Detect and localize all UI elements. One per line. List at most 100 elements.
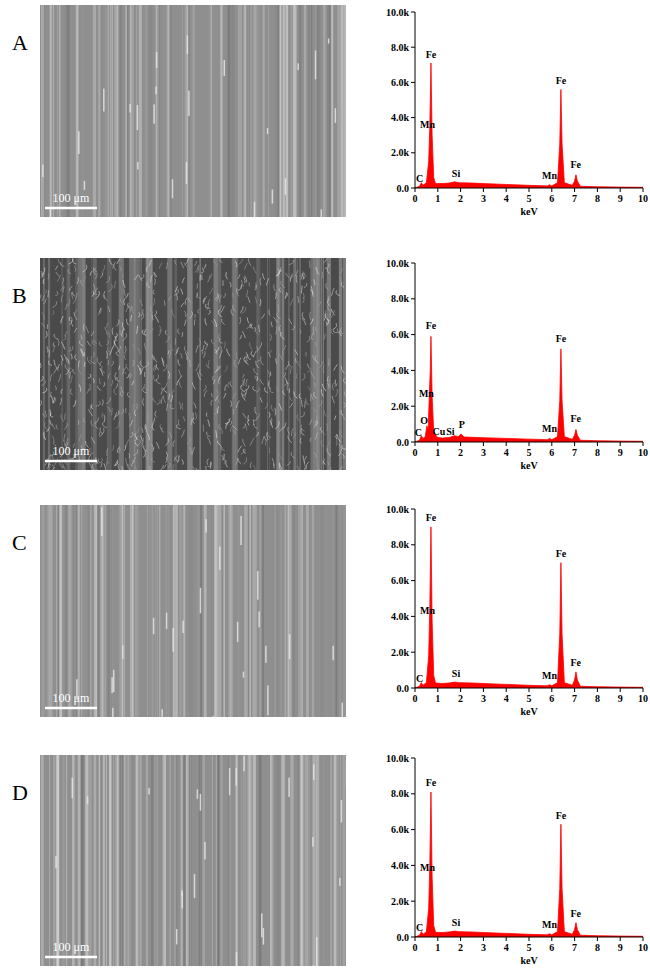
sem-stripe bbox=[327, 258, 331, 470]
sem-grain bbox=[69, 317, 71, 322]
y-axis bbox=[415, 12, 416, 188]
sem-grain bbox=[154, 278, 156, 284]
sem-grain bbox=[296, 275, 298, 283]
peak-label: Mn bbox=[420, 605, 435, 616]
sem-stripe bbox=[340, 755, 341, 966]
y-axis bbox=[415, 758, 416, 937]
sem-stripe bbox=[187, 258, 192, 470]
sem-grain bbox=[208, 420, 210, 427]
sem-stripe bbox=[254, 5, 256, 217]
sem-grain bbox=[254, 424, 258, 428]
sem-stripe bbox=[276, 755, 279, 966]
sem-grain bbox=[68, 258, 72, 264]
sem-stripe bbox=[155, 5, 156, 217]
sem-grain bbox=[93, 290, 97, 294]
sem-grain bbox=[290, 275, 292, 282]
sem-grain bbox=[214, 409, 217, 415]
sem-grain bbox=[52, 423, 55, 429]
sem-grain bbox=[319, 430, 322, 434]
sem-grain bbox=[219, 376, 221, 381]
sem-feature bbox=[237, 622, 239, 642]
sem-grain bbox=[192, 418, 195, 423]
sem-grain bbox=[168, 463, 171, 468]
sem-grain bbox=[253, 386, 257, 391]
sem-stripe bbox=[112, 5, 113, 217]
y-tick-label: 4.0k bbox=[391, 112, 410, 123]
x-tick-label: 0 bbox=[413, 942, 418, 953]
sem-grain bbox=[278, 304, 280, 312]
sem-grain bbox=[230, 421, 232, 425]
sem-feature bbox=[129, 104, 131, 112]
y-tick-label: 0.0 bbox=[397, 437, 410, 448]
sem-grain bbox=[204, 264, 206, 268]
sem-grain bbox=[103, 382, 105, 386]
sem-grain bbox=[73, 298, 76, 304]
sem-grain bbox=[170, 344, 173, 350]
sem-grain bbox=[224, 366, 227, 372]
sem-stripe bbox=[168, 755, 171, 966]
sem-feature bbox=[186, 162, 188, 184]
sem-grain bbox=[100, 368, 103, 375]
sem-grain bbox=[40, 273, 42, 278]
sem-stripe bbox=[76, 5, 78, 217]
sem-grain bbox=[250, 462, 252, 468]
spectrum bbox=[415, 336, 643, 442]
sem-grain bbox=[304, 462, 307, 469]
sem-stripe bbox=[291, 5, 292, 217]
sem-stripe bbox=[174, 505, 177, 717]
sem-grain bbox=[127, 392, 130, 397]
sem-grain bbox=[173, 440, 175, 446]
sem-grain bbox=[246, 290, 248, 297]
sem-grain bbox=[43, 299, 46, 305]
y-tick bbox=[411, 370, 415, 371]
sem-grain bbox=[307, 364, 309, 369]
sem-grain bbox=[336, 434, 337, 440]
sem-grain bbox=[273, 464, 274, 469]
sem-grain bbox=[106, 277, 110, 283]
sem-grain bbox=[189, 360, 191, 367]
sem-grain bbox=[215, 395, 218, 401]
sem-stripe bbox=[338, 5, 340, 217]
sem-grain bbox=[117, 447, 119, 452]
sem-stripe bbox=[108, 755, 109, 966]
sem-grain bbox=[175, 338, 176, 344]
sem-grain bbox=[144, 361, 148, 367]
sem-grain bbox=[198, 309, 199, 313]
sem-grain bbox=[270, 420, 273, 428]
sem-grain bbox=[225, 384, 227, 390]
sem-grain bbox=[181, 353, 183, 358]
y-tick bbox=[411, 152, 415, 153]
sem-grain bbox=[193, 402, 196, 408]
sem-grain bbox=[74, 309, 77, 314]
sem-stripe bbox=[77, 505, 79, 717]
sem-stripe bbox=[43, 5, 44, 217]
sem-grain bbox=[128, 303, 131, 308]
sem-grain bbox=[203, 425, 204, 432]
sem-stripe bbox=[292, 505, 295, 717]
sem-grain bbox=[292, 428, 294, 436]
sem-grain bbox=[186, 313, 188, 318]
sem-stripe bbox=[109, 505, 112, 717]
sem-grain bbox=[140, 361, 142, 367]
y-tick-label: 6.0k bbox=[391, 77, 410, 88]
sem-stripe bbox=[185, 5, 187, 217]
sem-feature bbox=[339, 878, 341, 886]
x-tick bbox=[415, 442, 416, 446]
sem-stripe bbox=[60, 505, 63, 717]
sem-grain bbox=[199, 369, 202, 375]
sem-grain bbox=[79, 385, 81, 392]
sem-grain bbox=[91, 359, 96, 363]
x-axis-label: keV bbox=[520, 706, 538, 717]
y-tick bbox=[411, 652, 415, 653]
sem-stripe bbox=[307, 5, 310, 217]
sem-stripe bbox=[43, 258, 45, 470]
sem-grain bbox=[241, 449, 245, 455]
sem-grain bbox=[276, 269, 280, 276]
sem-stripe bbox=[265, 755, 267, 966]
sem-grain bbox=[116, 319, 119, 326]
sem-grain bbox=[243, 413, 246, 418]
sem-stripe bbox=[182, 5, 184, 217]
sem-stripe bbox=[76, 505, 77, 717]
x-tick-label: 3 bbox=[481, 693, 486, 704]
sem-grain bbox=[258, 325, 260, 332]
